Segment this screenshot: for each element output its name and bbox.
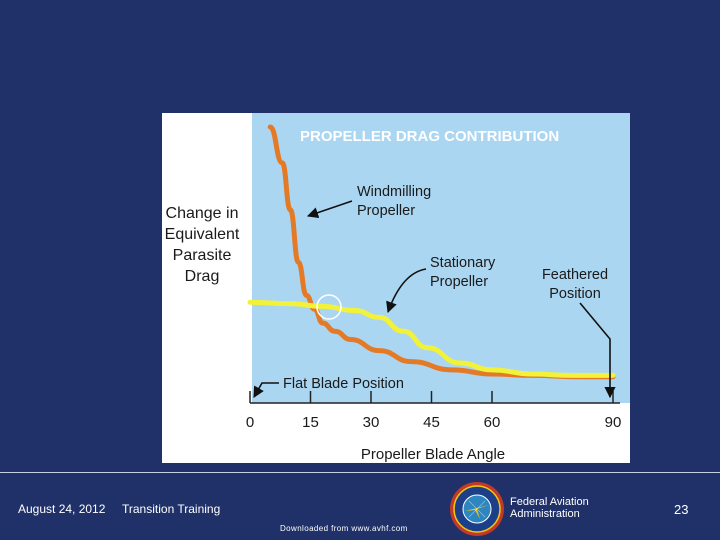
- footer-agency-name: Federal Aviation Administration: [510, 496, 589, 520]
- arrow-flat-blade: [253, 382, 279, 398]
- arrow-stationary: [386, 268, 427, 314]
- x-axis-label: Propeller Blade Angle: [361, 446, 505, 463]
- chart-title: PROPELLER DRAG CONTRIBUTION: [300, 128, 559, 145]
- x-tick-layer: 0 15 30 45 60 90: [246, 391, 622, 431]
- footer-agency-line-2: Administration: [510, 508, 580, 520]
- y-axis-label-line-1: Change in: [166, 205, 239, 222]
- annotation-windmilling-line-2: Propeller: [357, 203, 415, 219]
- annotation-windmilling: Windmilling Propeller: [357, 184, 431, 219]
- footer-agency-line-1: Federal Aviation: [510, 496, 589, 508]
- y-axis-label-line-3: Parasite: [173, 247, 232, 264]
- x-tick-label-60: 60: [484, 414, 501, 431]
- arrow-feathered: [579, 302, 616, 399]
- x-tick-label-90: 90: [605, 414, 622, 431]
- propeller-drag-chart: PROPELLER DRAG CONTRIBUTION Change in Eq…: [162, 113, 630, 463]
- footer-page-number: 23: [674, 502, 689, 517]
- series-line-windmilling-propeller: [267, 124, 616, 380]
- series-layer: [247, 124, 616, 380]
- x-tick-label-15: 15: [302, 414, 319, 431]
- slide-footer: August 24, 2012 Transition Training Fede…: [0, 472, 720, 540]
- annotation-flat-blade: Flat Blade Position: [283, 376, 404, 392]
- annotation-windmilling-line-1: Windmilling: [357, 184, 431, 200]
- curve-crossover-circle: [316, 294, 342, 320]
- annotation-feathered: Feathered Position: [542, 267, 608, 302]
- footer-divider: [0, 472, 720, 473]
- annotation-stationary-line-1: Stationary: [430, 255, 496, 271]
- x-tick-label-0: 0: [246, 414, 254, 431]
- y-axis-label-line-4: Drag: [185, 268, 220, 285]
- y-axis-label-line-2: Equivalent: [165, 226, 240, 243]
- annotation-feathered-line-1: Feathered: [542, 267, 608, 283]
- arrow-windmilling: [306, 200, 353, 219]
- faa-seal-icon: [450, 482, 504, 536]
- footer-date: August 24, 2012: [18, 502, 106, 516]
- annotation-stationary: Stationary Propeller: [430, 255, 496, 290]
- series-line-stationary-propeller: [247, 299, 616, 378]
- x-tick-label-45: 45: [423, 414, 440, 431]
- x-tick-label-30: 30: [363, 414, 380, 431]
- annotation-feathered-line-2: Position: [549, 286, 601, 302]
- footer-course-title: Transition Training: [122, 502, 221, 516]
- footer-source-note: Downloaded from www.avhf.com: [280, 524, 408, 533]
- y-axis-label: Change in Equivalent Parasite Drag: [165, 205, 240, 285]
- annotation-stationary-line-2: Propeller: [430, 274, 488, 290]
